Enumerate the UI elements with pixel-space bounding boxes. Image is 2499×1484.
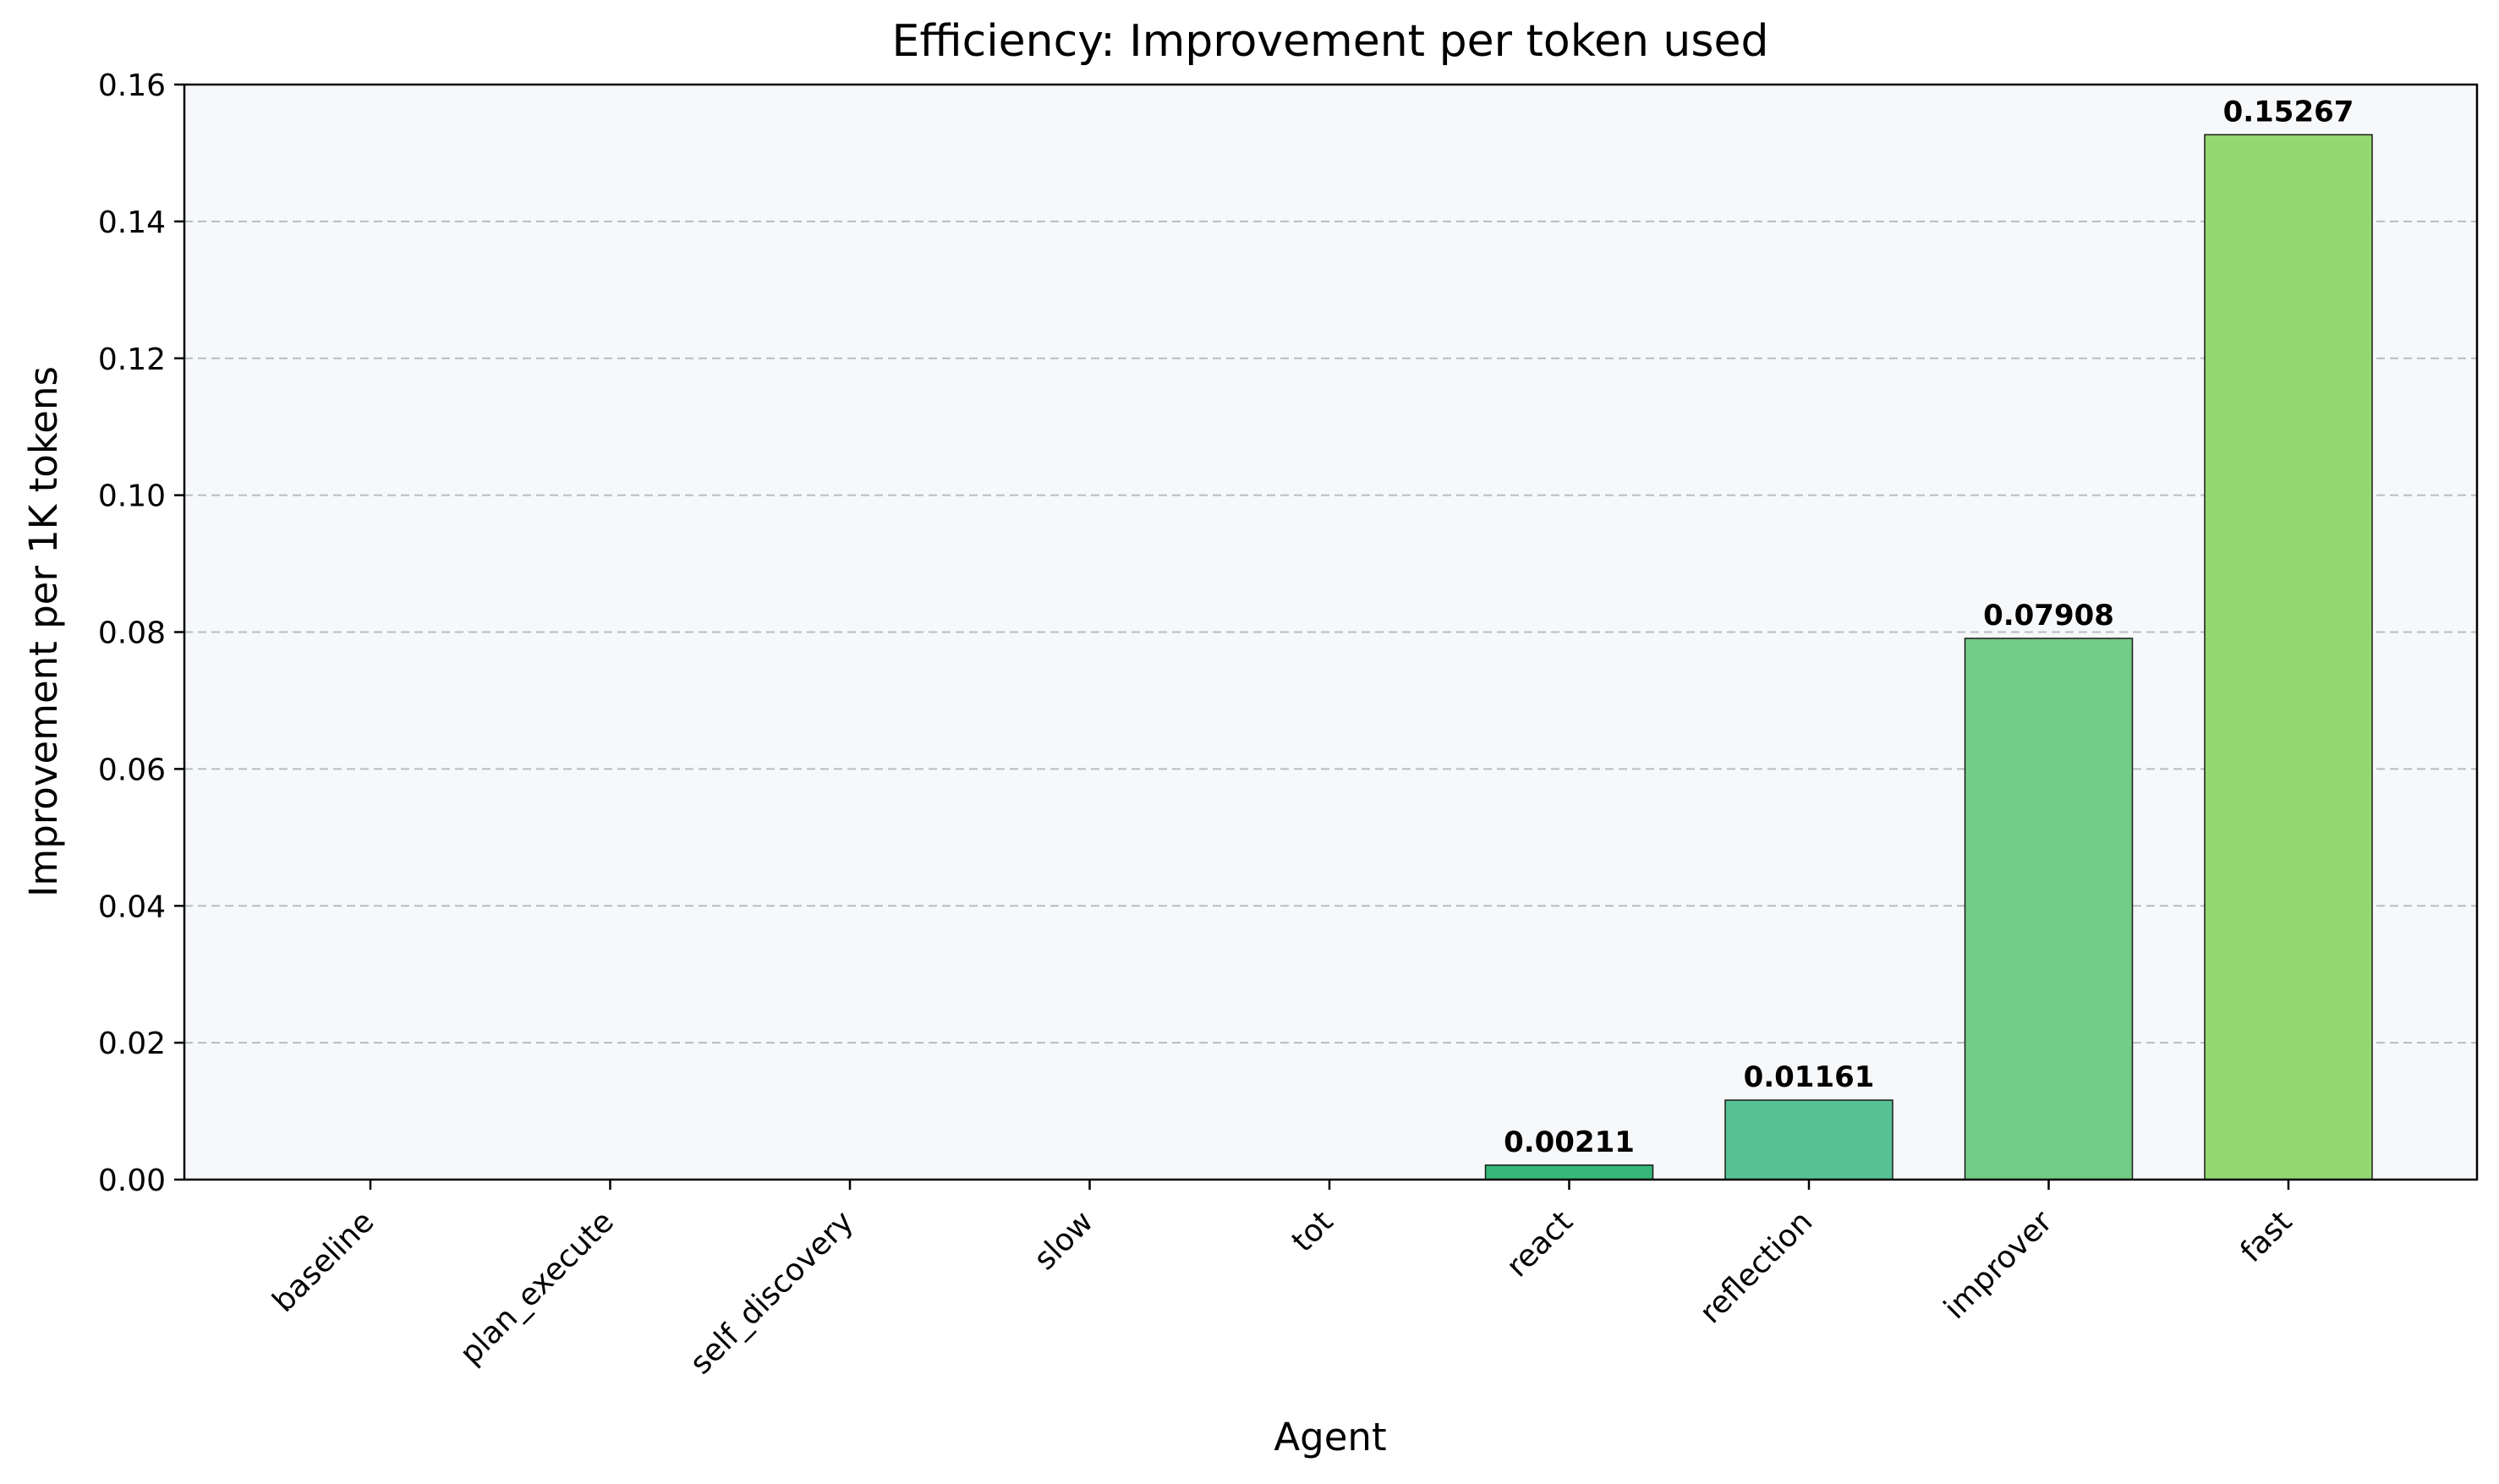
y-tick-label: 0.10 xyxy=(98,479,166,514)
y-tick-label: 0.14 xyxy=(98,205,166,240)
y-axis: 0.00 0.02 0.04 0.06 0.08 0.10 0.12 0.14 0.16 xyxy=(98,68,184,1198)
data-label-reflection: 0.01161 xyxy=(1744,1060,1875,1094)
bar-reflection xyxy=(1724,1099,1893,1180)
x-tick-label-reflection: reflection xyxy=(1693,1204,1819,1330)
y-tick-label: 0.00 xyxy=(98,1164,166,1198)
data-label-improver: 0.07908 xyxy=(1983,599,2114,632)
x-tick-label-self_discovery: self_discovery xyxy=(683,1204,860,1381)
y-tick-label: 0.04 xyxy=(98,890,166,924)
x-tick-label-fast: fast xyxy=(2234,1204,2299,1269)
bar-improver xyxy=(1964,638,2134,1180)
y-tick-label: 0.08 xyxy=(98,616,166,651)
y-tick-label: 0.12 xyxy=(98,342,166,377)
data-labels: 0.00211 0.01161 0.07908 0.15267 xyxy=(1504,95,2354,1159)
x-axis: baseline plan_execute self_discovery slow to… xyxy=(266,1180,2299,1381)
y-tick-label: 0.02 xyxy=(98,1027,166,1061)
x-axis-title: Agent xyxy=(1274,1415,1386,1459)
x-tick-label-tot: tot xyxy=(1285,1204,1340,1259)
chart-title: Efficiency: Improvement per token used xyxy=(892,16,1769,67)
y-tick-label: 0.06 xyxy=(98,753,166,787)
x-tick-label-improver: improver xyxy=(1937,1204,2059,1326)
x-tick-label-plan_execute: plan_execute xyxy=(453,1204,621,1372)
bar-react xyxy=(1484,1164,1654,1180)
x-tick-label-react: react xyxy=(1500,1204,1580,1284)
data-label-react: 0.00211 xyxy=(1504,1125,1635,1159)
data-label-fast: 0.15267 xyxy=(2223,95,2354,129)
x-tick-label-baseline: baseline xyxy=(266,1204,381,1319)
x-tick-label-slow: slow xyxy=(1028,1204,1100,1277)
bar-fast xyxy=(2204,134,2373,1180)
bars xyxy=(1484,134,2373,1180)
y-axis-title: Improvement per 1K tokens xyxy=(21,366,66,897)
y-tick-label: 0.16 xyxy=(98,68,166,103)
